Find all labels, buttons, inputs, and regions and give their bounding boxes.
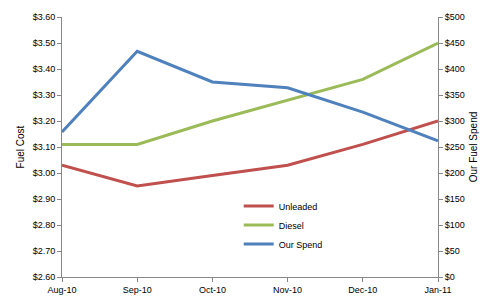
svg-text:Sep-10: Sep-10 xyxy=(123,285,152,295)
svg-text:Diesel: Diesel xyxy=(279,221,304,231)
svg-text:$350: $350 xyxy=(445,90,465,100)
svg-text:$250: $250 xyxy=(445,142,465,152)
svg-text:Nov-10: Nov-10 xyxy=(273,285,302,295)
svg-text:Unleaded: Unleaded xyxy=(279,202,318,212)
svg-text:Our Spend: Our Spend xyxy=(279,240,323,250)
svg-text:$3.20: $3.20 xyxy=(33,116,56,126)
svg-text:$3.40: $3.40 xyxy=(33,64,56,74)
svg-text:$0: $0 xyxy=(445,272,455,282)
svg-text:$50: $50 xyxy=(445,246,460,256)
svg-text:$300: $300 xyxy=(445,116,465,126)
svg-text:$3.00: $3.00 xyxy=(33,168,56,178)
svg-text:$400: $400 xyxy=(445,64,465,74)
svg-text:Fuel Cost: Fuel Cost xyxy=(15,125,26,168)
svg-text:$3.50: $3.50 xyxy=(33,38,56,48)
svg-text:Dec-10: Dec-10 xyxy=(348,285,377,295)
svg-text:$3.10: $3.10 xyxy=(33,142,56,152)
svg-text:$150: $150 xyxy=(445,194,465,204)
svg-text:$100: $100 xyxy=(445,220,465,230)
svg-text:$2.70: $2.70 xyxy=(33,246,56,256)
svg-text:$2.90: $2.90 xyxy=(33,194,56,204)
svg-text:$450: $450 xyxy=(445,38,465,48)
svg-text:$3.30: $3.30 xyxy=(33,90,56,100)
svg-text:Our Fuel Spend: Our Fuel Spend xyxy=(468,112,479,183)
svg-text:$2.60: $2.60 xyxy=(33,272,56,282)
svg-text:$200: $200 xyxy=(445,168,465,178)
svg-text:$500: $500 xyxy=(445,12,465,22)
svg-text:Aug-10: Aug-10 xyxy=(47,285,76,295)
svg-text:Oct-10: Oct-10 xyxy=(199,285,226,295)
svg-text:$2.80: $2.80 xyxy=(33,220,56,230)
svg-text:$3.60: $3.60 xyxy=(33,12,56,22)
svg-text:Jan-11: Jan-11 xyxy=(425,285,452,295)
